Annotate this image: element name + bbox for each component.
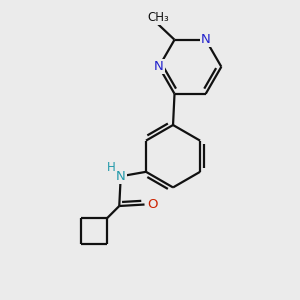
Text: H: H [107, 161, 116, 174]
Text: N: N [154, 60, 164, 73]
Text: N: N [116, 170, 126, 183]
Text: CH₃: CH₃ [147, 11, 169, 24]
Text: O: O [148, 198, 158, 211]
Text: N: N [201, 33, 211, 46]
